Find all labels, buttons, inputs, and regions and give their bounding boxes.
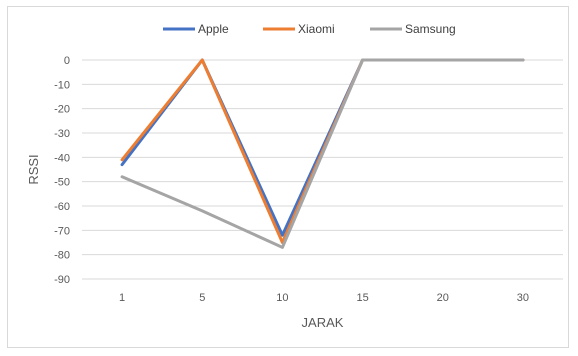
y-axis-title: RSSI xyxy=(26,154,41,184)
x-tick-label: 30 xyxy=(517,292,529,304)
y-tick-label: -70 xyxy=(54,225,70,237)
y-tick-label: -90 xyxy=(54,274,70,286)
y-tick-label: -30 xyxy=(54,128,70,140)
y-tick-label: -50 xyxy=(54,177,70,189)
legend-label-samsung: Samsung xyxy=(405,22,456,36)
x-tick-label: 5 xyxy=(199,292,205,304)
y-tick-label: -60 xyxy=(54,201,70,213)
legend: Apple Xiaomi Samsung xyxy=(163,22,456,36)
x-tick-label: 20 xyxy=(437,292,449,304)
legend-label-xiaomi: Xiaomi xyxy=(298,22,335,36)
y-tick-label: -10 xyxy=(54,79,70,91)
series-lines xyxy=(122,60,523,247)
x-axis-ticks: 1 5 10 15 20 30 xyxy=(119,292,529,304)
gridlines xyxy=(82,60,563,279)
y-tick-label: -80 xyxy=(54,250,70,262)
legend-label-apple: Apple xyxy=(198,22,229,36)
y-tick-label: 0 xyxy=(64,55,70,67)
x-tick-label: 15 xyxy=(356,292,368,304)
y-axis-ticks: 0 -10 -20 -30 -40 -50 -60 -70 -80 -90 xyxy=(54,55,70,286)
x-tick-label: 1 xyxy=(119,292,125,304)
y-tick-label: -40 xyxy=(54,152,70,164)
x-axis-title: JARAK xyxy=(302,315,344,330)
y-tick-label: -20 xyxy=(54,104,70,116)
x-tick-label: 10 xyxy=(276,292,288,304)
